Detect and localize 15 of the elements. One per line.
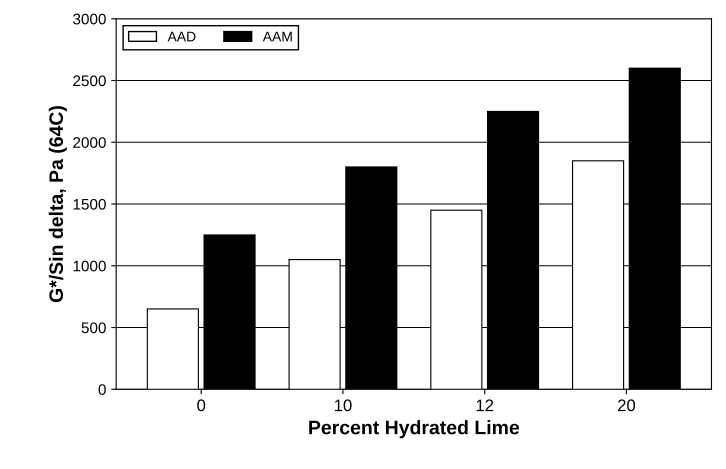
x-tick-label: 20 [618, 399, 636, 412]
x-axis-title: Percent Hydrated Lime [309, 420, 520, 438]
y-tick-label: 2500 [73, 75, 106, 86]
y-axis-title: G*/Sin delta, Pa (64C) [48, 106, 67, 302]
legend-label: AAD [168, 32, 196, 42]
y-tick-label: 1000 [74, 260, 106, 272]
x-tick-label: 10 [334, 399, 352, 412]
y-tick-label: 1500 [74, 198, 106, 210]
legend-label: AAM [262, 32, 292, 42]
y-tick-label: 3000 [73, 14, 106, 24]
y-tick-label: 0 [98, 384, 106, 395]
y-tick-label: 2000 [73, 137, 106, 148]
x-tick-label: 12 [476, 399, 494, 412]
y-tick-label: 500 [82, 322, 106, 334]
x-tick-label: 0 [197, 399, 206, 412]
